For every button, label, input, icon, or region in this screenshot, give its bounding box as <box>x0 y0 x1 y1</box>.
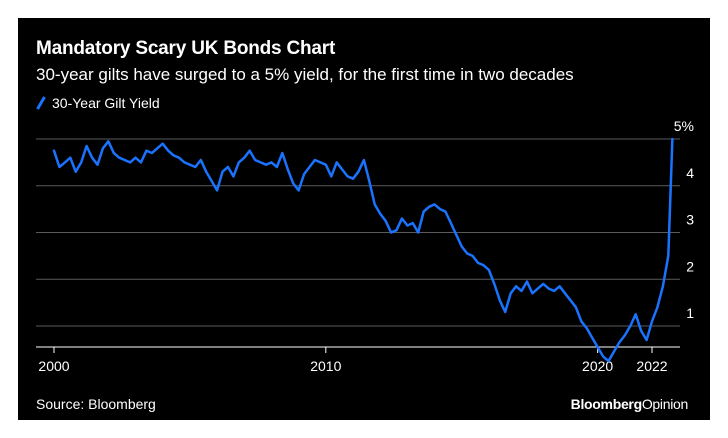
gridlines <box>36 138 680 327</box>
chart-title: Mandatory Scary UK Bonds Chart <box>36 38 336 59</box>
legend-label: 30-Year Gilt Yield <box>52 95 160 111</box>
chart-card <box>18 18 710 420</box>
series-layer <box>52 137 674 363</box>
y-tick-label: 2 <box>686 258 694 274</box>
y-axis-ticks: 5% 4 3 2 1 <box>674 118 694 321</box>
y-tick-label: 4 <box>686 165 694 181</box>
source-note: Source: Bloomberg <box>36 396 156 412</box>
series-line-0 <box>52 137 674 363</box>
brand-name: Bloomberg <box>570 396 643 412</box>
x-tick-label: 2022 <box>636 358 667 374</box>
legend-swatch-icon <box>36 96 46 110</box>
legend: 30-Year Gilt Yield <box>36 95 160 111</box>
chart-subtitle: 30-year gilts have surged to a 5% yield,… <box>36 65 574 84</box>
y-tick-label: 5% <box>674 118 694 134</box>
x-tick-label: 2010 <box>310 358 341 374</box>
y-tick-label: 1 <box>686 305 694 321</box>
x-axis: 2000 2010 2020 2022 <box>36 346 680 374</box>
brand-suffix: Opinion <box>641 396 688 412</box>
y-tick-label: 3 <box>686 212 694 228</box>
brand-logo: BloombergOpinion <box>570 396 689 412</box>
x-tick-label: 2020 <box>582 358 613 374</box>
x-tick-label: 2000 <box>38 358 69 374</box>
